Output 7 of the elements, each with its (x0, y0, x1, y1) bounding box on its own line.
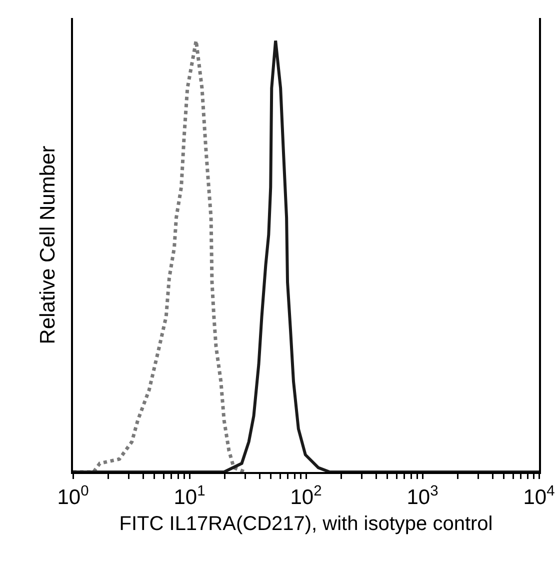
x-axis-title: FITC IL17RA(CD217), with isotype control (119, 513, 493, 536)
x-tick-label: 10$^{3}$ (406, 483, 438, 510)
x-tick-label: 10$^{4}$ (523, 483, 555, 510)
x-tick-label: 10$^{2}$ (290, 483, 322, 510)
y-axis-title: Relative Cell Number (36, 146, 60, 344)
x-tick-label: 10$^{1}$ (174, 483, 206, 510)
x-tick-label: 10$^{0}$ (57, 483, 89, 510)
